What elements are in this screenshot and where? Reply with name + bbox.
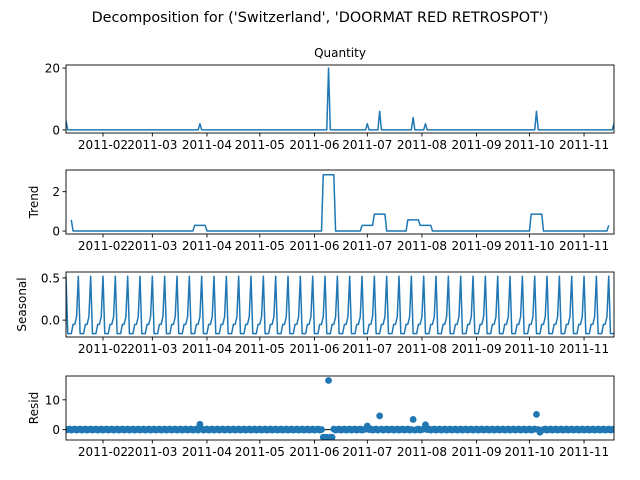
seasonal-y-tick-label: 0.0 [41, 314, 60, 328]
resid-y-axis-label: Resid [27, 392, 41, 424]
quantity-x-tick-label: 2011-06 [289, 138, 339, 152]
resid-x-tick-label: 2011-05 [235, 445, 285, 459]
quantity-x-tick-label: 2011-11 [559, 138, 609, 152]
quantity-x-tick-label: 2011-04 [182, 138, 232, 152]
seasonal-x-tick-label: 2011-10 [504, 342, 554, 356]
resid-x-tick-label: 2011-04 [182, 445, 232, 459]
quantity-x-tick-label: 2011-05 [235, 138, 285, 152]
seasonal-x-tick-label: 2011-07 [342, 342, 392, 356]
quantity-x-tick-label: 2011-07 [342, 138, 392, 152]
seasonal-x-tick-label: 2011-11 [559, 342, 609, 356]
seasonal-x-tick-label: 2011-08 [397, 342, 447, 356]
seasonal-axes-frame [65, 271, 615, 338]
resid-point [533, 411, 540, 418]
quantity-x-tick-label: 2011-10 [504, 138, 554, 152]
resid-x-tick-label: 2011-03 [127, 445, 177, 459]
trend-x-tick-label: 2011-07 [342, 239, 392, 253]
resid-x-tick-label: 2011-11 [559, 445, 609, 459]
trend-x-tick-label: 2011-03 [127, 239, 177, 253]
trend-plot-area [70, 173, 610, 232]
trend-y-axis-label: Trend [27, 186, 41, 220]
quantity-x-tick-label: 2011-09 [451, 138, 501, 152]
resid-y-tick-label: 0 [52, 423, 60, 437]
resid-x-tick-label: 2011-06 [289, 445, 339, 459]
quantity-plot-area [66, 67, 614, 131]
seasonal-plot-area [66, 275, 614, 335]
resid-point [610, 425, 614, 433]
trend-x-tick-label: 2011-09 [451, 239, 501, 253]
trend-axes-frame [65, 169, 615, 235]
resid-y-tick-label: 10 [45, 393, 60, 407]
seasonal-x-tick-label: 2011-02 [78, 342, 128, 356]
quantity-panel-title: Quantity [314, 46, 366, 60]
resid-plot-area [66, 377, 614, 440]
resid-point [325, 377, 332, 384]
trend-x-tick-label: 2011-04 [182, 239, 232, 253]
resid-x-tick-label: 2011-07 [342, 445, 392, 459]
seasonal-x-tick-label: 2011-04 [182, 342, 232, 356]
quantity-x-tick-label: 2011-02 [78, 138, 128, 152]
resid-point [328, 433, 336, 440]
resid-axes-frame [65, 375, 615, 441]
trend-series-line [70, 173, 610, 232]
resid-point [318, 426, 325, 433]
seasonal-x-tick-label: 2011-03 [127, 342, 177, 356]
resid-x-tick-label: 2011-10 [504, 445, 554, 459]
resid-point [376, 412, 384, 420]
trend-x-tick-label: 2011-08 [397, 239, 447, 253]
trend-x-tick-label: 2011-06 [289, 239, 339, 253]
trend-x-tick-label: 2011-10 [504, 239, 554, 253]
seasonal-series-line [66, 275, 614, 335]
resid-x-tick-label: 2011-09 [451, 445, 501, 459]
trend-x-tick-label: 2011-05 [235, 239, 285, 253]
seasonal-x-tick-label: 2011-09 [451, 342, 501, 356]
seasonal-x-tick-label: 2011-05 [235, 342, 285, 356]
quantity-series-line [66, 67, 614, 131]
quantity-axes-frame [65, 64, 615, 134]
quantity-y-tick-label: 0 [52, 123, 60, 137]
seasonal-panel: 0.5 0.0 2011-02 2011-03 2011-04 2011-05 2011-0… [15, 271, 615, 356]
quantity-x-tick-label: 2011-08 [397, 138, 447, 152]
seasonal-y-tick-label: 0.5 [41, 271, 60, 285]
trend-y-tick-label: 2 [52, 185, 60, 199]
resid-x-tick-label: 2011-02 [78, 445, 128, 459]
resid-point [409, 416, 417, 423]
trend-y-tick-label: 0 [52, 225, 60, 239]
resid-x-tick-label: 2011-08 [397, 445, 447, 459]
seasonal-y-axis-label: Seasonal [15, 277, 29, 331]
trend-x-tick-label: 2011-02 [78, 239, 128, 253]
seasonal-x-tick-label: 2011-06 [289, 342, 339, 356]
trend-x-tick-label: 2011-11 [559, 239, 609, 253]
quantity-y-tick-label: 20 [45, 62, 60, 76]
quantity-x-tick-label: 2011-03 [127, 138, 177, 152]
figure-title: Decomposition for ('Switzerland', 'DOORM… [92, 10, 549, 26]
